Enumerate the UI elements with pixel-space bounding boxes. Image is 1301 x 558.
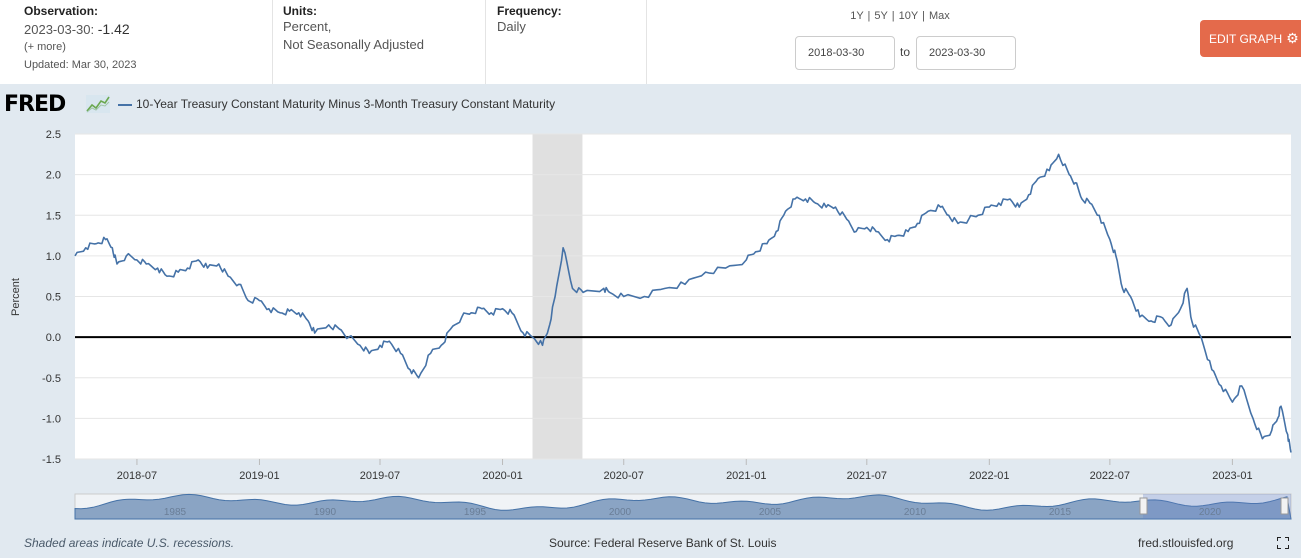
- fred-logo[interactable]: FRED: [4, 92, 66, 117]
- frequency-panel: Frequency: Daily: [486, 0, 647, 84]
- y-tick-label: -1.0: [42, 413, 61, 425]
- x-tick-label: 2020-01: [482, 470, 522, 482]
- y-tick-label: 1.5: [46, 210, 61, 222]
- navigator-label: 2000: [609, 507, 632, 518]
- more-link[interactable]: (+ more): [24, 41, 66, 53]
- fullscreen-icon[interactable]: [1277, 537, 1289, 549]
- x-tick-label: 2019-07: [360, 470, 400, 482]
- y-tick-label: 0.0: [46, 332, 61, 344]
- units-line1: Percent,: [283, 19, 332, 34]
- navigator-label: 2015: [1049, 507, 1072, 518]
- navigator-handle: [1280, 497, 1289, 515]
- observation-label: Observation:: [24, 4, 99, 18]
- x-tick-label: 2018-07: [117, 470, 157, 482]
- gear-icon: ⚙: [1286, 30, 1299, 46]
- series-line: [74, 153, 1292, 453]
- range-links[interactable]: 1Y | 5Y | 10Y | Max: [850, 10, 950, 22]
- y-tick-label: 2.0: [46, 170, 61, 182]
- navigator-label: 2005: [759, 507, 782, 518]
- chart-line-icon: [86, 95, 110, 113]
- line-chart[interactable]: -1.5-1.0-0.50.00.51.01.52.02.5 2018-07 20…: [0, 84, 1301, 544]
- series: [74, 153, 1292, 453]
- navigator-handle: [1139, 497, 1148, 515]
- y-tick-label: -0.5: [42, 373, 61, 385]
- observation-panel: Observation: 2023-03-30: -1.42 (+ more) …: [0, 0, 273, 84]
- x-tick-label: 2019-01: [239, 470, 279, 482]
- navigator-label: 2020: [1199, 507, 1222, 518]
- y-axis: -1.5 -1.0 -0.5 0.0 0.5 1.0 1.5 2.0 2.5: [42, 129, 61, 466]
- recession-note: Shaded areas indicate U.S. recessions.: [24, 536, 235, 550]
- frequency-label: Frequency:: [497, 4, 562, 18]
- y-tick-label: 2.5: [46, 129, 61, 141]
- navigator-label: 1990: [314, 507, 337, 518]
- y-tick-label: 0.5: [46, 292, 61, 304]
- observation-date: 2023-03-30:: [24, 22, 95, 37]
- x-axis: 2018-07 2019-01 2019-07 2020-01 2020-07 2021-…: [117, 459, 1253, 482]
- source-note: Source: Federal Reserve Bank of St. Loui…: [549, 536, 777, 550]
- x-tick-label: 2021-07: [847, 470, 887, 482]
- navigator-selection: [1143, 494, 1291, 519]
- legend-swatch: [118, 103, 132, 106]
- legend-label: 10-Year Treasury Constant Maturity Minus…: [136, 97, 556, 111]
- grid: [75, 133, 1291, 460]
- units-line2: Not Seasonally Adjusted: [283, 37, 424, 52]
- x-tick-label: 2022-07: [1090, 470, 1130, 482]
- date-to-input[interactable]: [916, 36, 1016, 70]
- legend: 10-Year Treasury Constant Maturity Minus…: [118, 97, 555, 111]
- navigator-label: 1985: [164, 507, 187, 518]
- navigator-label: 2010: [904, 507, 927, 518]
- y-tick-label: 1.0: [46, 251, 61, 263]
- site-link[interactable]: fred.stlouisfed.org: [1138, 536, 1234, 550]
- info-bar: Observation: 2023-03-30: -1.42 (+ more) …: [0, 0, 1301, 84]
- navigator-label: 1995: [464, 507, 487, 518]
- y-tick-label: -1.5: [42, 454, 61, 466]
- to-label: to: [900, 45, 911, 59]
- edit-graph-button[interactable]: EDIT GRAPH ⚙: [1200, 20, 1301, 57]
- x-tick-label: 2022-01: [969, 470, 1009, 482]
- y-axis-label: Percent: [10, 278, 22, 316]
- updated-text: Updated: Mar 30, 2023: [24, 59, 137, 71]
- range-navigator[interactable]: 1985 1990 1995 2000 2005 2010 2015 2020: [74, 493, 1292, 520]
- units-label: Units:: [283, 4, 317, 18]
- x-tick-label: 2021-01: [726, 470, 766, 482]
- units-panel: Units: Percent, Not Seasonally Adjusted: [273, 0, 486, 84]
- x-tick-label: 2023-01: [1212, 470, 1252, 482]
- observation-value: -1.42: [97, 21, 130, 37]
- x-tick-label: 2020-07: [604, 470, 644, 482]
- navigator-series: [74, 493, 1292, 520]
- edit-graph-label: EDIT GRAPH: [1209, 32, 1283, 46]
- date-from-input[interactable]: [795, 36, 895, 70]
- frequency-value: Daily: [497, 19, 526, 34]
